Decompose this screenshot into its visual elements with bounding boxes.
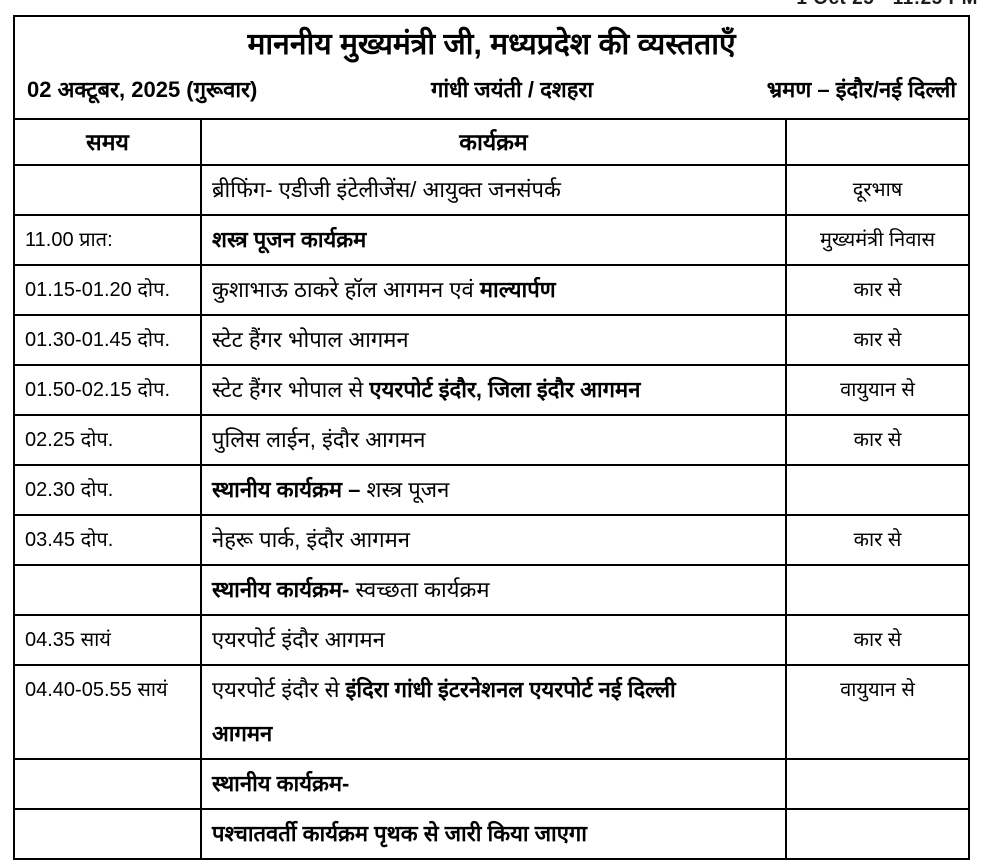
column-header-time: समय: [13, 118, 202, 166]
program-text: पुलिस लाईन, इंदौर आगमन: [212, 427, 426, 452]
column-header-row: समय कार्यक्रम: [13, 118, 971, 166]
row-program: स्थानीय कार्यक्रम – शस्त्र पूजन: [200, 464, 787, 516]
schedule-row: 02.30 दोप. स्थानीय कार्यक्रम – शस्त्र पूज…: [13, 464, 971, 516]
row-program: स्थानीय कार्यक्रम- स्वच्छता कार्यक्रम: [200, 564, 787, 616]
column-header-venue: [784, 118, 971, 166]
row-venue: कार से: [784, 314, 971, 366]
program-text: एयरपोर्ट इंदौर आगमन: [212, 627, 385, 652]
travel-label: भ्रमण – इंदौर/नई दिल्ली: [766, 77, 957, 102]
row-time: 03.45 दोप.: [13, 514, 202, 566]
program-text-bold: स्थानीय कार्यक्रम –: [212, 477, 367, 502]
program-text: शस्त्र पूजन: [366, 477, 450, 502]
program-text-bold: पश्चातवर्ती कार्यक्रम पृथक से जारी किया …: [212, 821, 587, 846]
row-venue: वायुयान से: [784, 364, 971, 416]
schedule-row: स्थानीय कार्यक्रम-: [13, 758, 971, 810]
schedule-row: 02.25 दोप. पुलिस लाईन, इंदौर आगमन कार से: [13, 414, 971, 466]
row-program: ब्रीफिंग- एडीजी इंटेलीजेंस/ आयुक्त जनसंप…: [200, 164, 787, 216]
program-text-bold: स्थानीय कार्यक्रम-: [212, 771, 350, 796]
row-program: पश्चातवर्ती कार्यक्रम पृथक से जारी किया …: [200, 808, 787, 860]
row-time: 04.35 सायं: [13, 614, 202, 666]
program-text: ब्रीफिंग- एडीजी इंटेलीजेंस/ आयुक्त जनसंप…: [212, 177, 561, 202]
row-program: नेहरू पार्क, इंदौर आगमन: [200, 514, 787, 566]
row-program: स्टेट हैंगर भोपाल आगमन: [200, 314, 787, 366]
schedule-row: 04.40-05.55 सायं एयरपोर्ट इंदौर से इंदिरा…: [13, 664, 971, 760]
schedule-row: 03.45 दोप. नेहरू पार्क, इंदौर आगमन कार से: [13, 514, 971, 566]
row-time: 01.50-02.15 दोप.: [13, 364, 202, 416]
row-program: कुशाभाऊ ठाकरे हॉल आगमन एवं माल्यार्पण: [200, 264, 787, 316]
date-line: 02 अक्टूबर, 2025 (गुरूवार) गांधी जयंती /…: [25, 71, 958, 107]
row-time: [13, 564, 202, 616]
schedule-row: ब्रीफिंग- एडीजी इंटेलीजेंस/ आयुक्त जनसंप…: [13, 164, 971, 216]
title-cell: माननीय मुख्यमंत्री जी, मध्यप्रदेश की व्य…: [12, 15, 971, 120]
row-time: [13, 808, 202, 860]
program-text: कुशाभाऊ ठाकरे हॉल आगमन एवं: [212, 277, 480, 302]
schedule-row: 01.50-02.15 दोप. स्टेट हैंगर भोपाल से एयर…: [13, 364, 971, 416]
row-time: 02.30 दोप.: [13, 464, 202, 516]
row-time: 01.30-01.45 दोप.: [13, 314, 202, 366]
row-program: एयरपोर्ट इंदौर आगमन: [200, 614, 787, 666]
row-time: [13, 758, 202, 810]
program-text: नेहरू पार्क, इंदौर आगमन: [212, 527, 410, 552]
page-title: माननीय मुख्यमंत्री जी, मध्यप्रदेश की व्य…: [247, 28, 736, 61]
schedule-row: 11.00 प्रात: शस्त्र पूजन कार्यक्रम मुख्यमं…: [13, 214, 971, 266]
program-text-bold: आगमन: [212, 721, 273, 746]
program-text: स्टेट हैंगर भोपाल आगमन: [212, 327, 409, 352]
program-text: स्वच्छता कार्यक्रम: [355, 577, 490, 602]
row-venue: [784, 758, 971, 810]
row-venue: [784, 464, 971, 516]
row-venue: [784, 564, 971, 616]
row-program: स्थानीय कार्यक्रम-: [200, 758, 787, 810]
row-venue: कार से: [784, 514, 971, 566]
capture-timestamp: 1 Oct 25 - 11:25 PM: [796, 0, 978, 10]
schedule-row: 04.35 सायं एयरपोर्ट इंदौर आगमन कार से: [13, 614, 971, 666]
program-text-bold: स्थानीय कार्यक्रम-: [212, 577, 356, 602]
row-program: शस्त्र पूजन कार्यक्रम: [200, 214, 787, 266]
row-time: [13, 164, 202, 216]
schedule-row: पश्चातवर्ती कार्यक्रम पृथक से जारी किया …: [13, 808, 971, 860]
program-text-bold: शस्त्र पूजन कार्यक्रम: [212, 227, 367, 252]
row-venue: [784, 808, 971, 860]
row-time: 01.15-01.20 दोप.: [13, 264, 202, 316]
row-time: 02.25 दोप.: [13, 414, 202, 466]
row-program: स्टेट हैंगर भोपाल से एयरपोर्ट इंदौर, जिल…: [200, 364, 787, 416]
date-and-day: 02 अक्टूबर, 2025 (गुरूवार): [27, 77, 258, 102]
row-venue: मुख्यमंत्री निवास: [784, 214, 971, 266]
row-program: पुलिस लाईन, इंदौर आगमन: [200, 414, 787, 466]
row-venue: वायुयान से: [784, 664, 971, 760]
schedule-body: ब्रीफिंग- एडीजी इंटेलीजेंस/ आयुक्त जनसंप…: [13, 164, 971, 860]
schedule-row: स्थानीय कार्यक्रम- स्वच्छता कार्यक्रम: [13, 564, 971, 616]
row-venue: कार से: [784, 614, 971, 666]
row-venue: कार से: [784, 414, 971, 466]
row-venue: कार से: [784, 264, 971, 316]
row-time: 04.40-05.55 सायं: [13, 664, 202, 760]
schedule-row: 01.30-01.45 दोप. स्टेट हैंगर भोपाल आगमन का…: [13, 314, 971, 366]
occasion-label: गांधी जयंती / दशहरा: [430, 77, 594, 102]
program-text-bold: एयरपोर्ट इंदौर, जिला इंदौर आगमन: [369, 377, 641, 402]
schedule-table: माननीय मुख्यमंत्री जी, मध्यप्रदेश की व्य…: [12, 15, 971, 860]
program-text-bold: माल्यार्पण: [479, 277, 556, 302]
row-venue: दूरभाष: [784, 164, 971, 216]
program-text: एयरपोर्ट इंदौर से: [212, 677, 346, 702]
program-text-bold: इंदिरा गांधी इंटरनेशनल एयरपोर्ट नई दिल्ल…: [345, 677, 676, 702]
title-row: माननीय मुख्यमंत्री जी, मध्यप्रदेश की व्य…: [12, 15, 971, 120]
column-header-program: कार्यक्रम: [200, 118, 787, 166]
row-program: एयरपोर्ट इंदौर से इंदिरा गांधी इंटरनेशनल…: [200, 664, 787, 760]
schedule-head: माननीय मुख्यमंत्री जी, मध्यप्रदेश की व्य…: [12, 15, 971, 166]
row-time: 11.00 प्रात:: [13, 214, 202, 266]
schedule-row: 01.15-01.20 दोप. कुशाभाऊ ठाकरे हॉल आगमन ए…: [13, 264, 971, 316]
program-text: स्टेट हैंगर भोपाल से: [212, 377, 370, 402]
